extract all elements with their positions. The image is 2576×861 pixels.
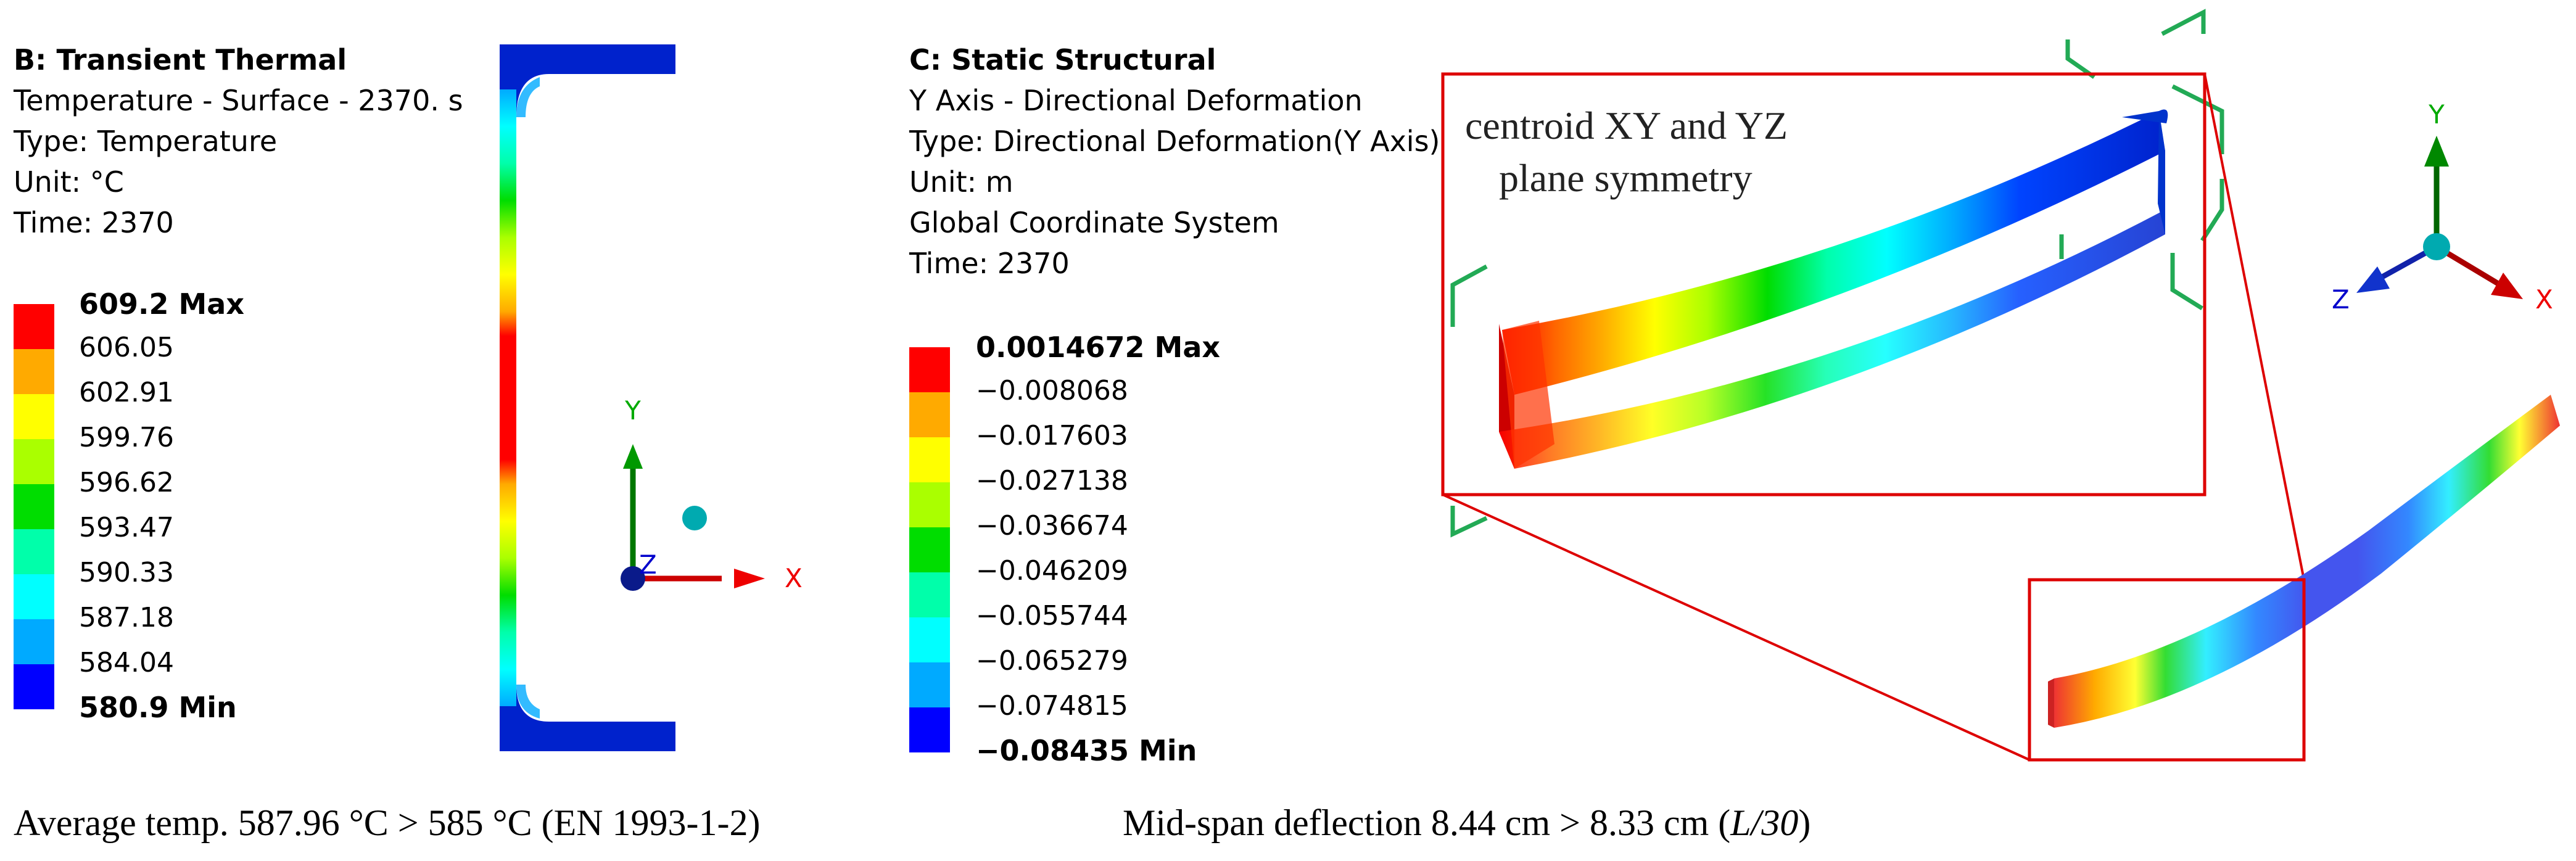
thermal-legend-swatch [14, 304, 54, 349]
thermal-legend-swatch [14, 349, 54, 394]
thermal-legend-value: 584.04 [79, 647, 174, 678]
structural-legend-value: −0.036674 [976, 510, 1128, 542]
structural-line-4: Global Coordinate System [909, 206, 1279, 239]
structural-beam-view: centroid XY and YZ plane symmetry [1441, 9, 2560, 762]
structural-legend-swatch [909, 437, 950, 482]
z-arrow-icon [2356, 266, 2390, 293]
zoomed-beam [1499, 109, 2168, 469]
structural-legend-swatch [909, 572, 950, 617]
structural-legend-value: −0.027138 [976, 465, 1128, 496]
thermal-line-3: Unit: °C [14, 165, 124, 199]
thermal-legend-value: 590.33 [79, 557, 174, 588]
y-arrow-icon [623, 444, 643, 469]
thermal-legend-swatch [14, 664, 54, 709]
thermal-legend-value: 606.05 [79, 332, 174, 363]
triad-x-label: X [2535, 284, 2553, 315]
structural-legend-max: 0.0014672 Max [976, 331, 1221, 364]
thermal-legend-min: 580.9 Min [79, 691, 237, 724]
thermal-legend-value: 593.47 [79, 512, 174, 543]
structural-legend-value: −0.055744 [976, 600, 1128, 632]
thermal-legend-value: 599.76 [79, 422, 174, 453]
structural-line-1: Y Axis - Directional Deformation [909, 84, 1363, 117]
selection-frame [2028, 578, 2306, 762]
origin-sphere-icon [682, 506, 707, 530]
caption-midspan-deflection: Mid-span deflection 8.44 cm > 8.33 cm (L… [1123, 802, 1810, 844]
channel-section-view [500, 44, 675, 751]
structural-line-5: Time: 2370 [909, 247, 1070, 280]
caption-deflection-limit: L/30 [1730, 802, 1799, 843]
full-beam [2048, 395, 2560, 728]
origin-sphere-icon [2423, 233, 2450, 260]
thermal-legend-value: 602.91 [79, 377, 174, 408]
triad-z-label: Z [639, 550, 657, 580]
thermal-legend-swatch [14, 529, 54, 574]
structural-legend-value: −0.046209 [976, 555, 1128, 587]
symmetry-plane-markers [1450, 9, 2224, 538]
caption-deflection-main: Mid-span deflection 8.44 cm > 8.33 cm ( [1123, 802, 1731, 843]
thermal-coordinate-triad: Y X Z [621, 395, 803, 593]
symmetry-note-line-1: centroid XY and YZ [1465, 104, 1788, 147]
structural-title: C: Static Structural [909, 43, 1216, 76]
structural-legend-swatch [909, 527, 950, 572]
x-arrow-icon [2491, 273, 2523, 299]
structural-line-3: Unit: m [909, 165, 1013, 199]
caption-average-temp: Average temp. 587.96 °C > 585 °C (EN 199… [14, 802, 761, 843]
thermal-line-1: Temperature - Surface - 2370. s [14, 84, 463, 117]
thermal-legend-swatch [14, 484, 54, 529]
caption-deflection-end: ) [1798, 802, 1811, 843]
structural-line-2: Type: Directional Deformation(Y Axis) [909, 125, 1440, 158]
thermal-legend-swatch [14, 439, 54, 484]
y-arrow-icon [2424, 136, 2449, 167]
zoom-frame [1441, 72, 2207, 496]
structural-legend-value: −0.008068 [976, 375, 1128, 406]
symmetry-note-line-2: plane symmetry [1499, 156, 1752, 200]
triad-z-label: Z [2332, 284, 2350, 315]
structural-coordinate-triad: Y X Z [2332, 99, 2553, 315]
thermal-legend-max: 609.2 Max [79, 287, 245, 321]
structural-legend-swatch [909, 662, 950, 707]
thermal-legend-swatch [14, 574, 54, 619]
structural-legend-swatch [909, 392, 950, 437]
structural-legend-value: −0.065279 [976, 645, 1128, 677]
structural-legend-swatch [909, 482, 950, 527]
thermal-line-4: Time: 2370 [14, 206, 174, 239]
structural-legend-swatch [909, 617, 950, 662]
structural-legend-value: −0.017603 [976, 420, 1128, 451]
x-arrow-icon [734, 569, 765, 588]
thermal-legend-value: 596.62 [79, 467, 174, 498]
structural-legend-swatch [909, 707, 950, 752]
thermal-legend-swatch [14, 619, 54, 664]
channel-web-gradient [500, 89, 516, 706]
structural-legend-swatch [909, 347, 950, 392]
structural-legend-value: −0.074815 [976, 690, 1128, 722]
structural-legend-min: −0.08435 Min [976, 734, 1197, 767]
thermal-legend-swatch [14, 394, 54, 439]
triad-y-label: Y [2428, 99, 2445, 130]
triad-x-label: X [785, 563, 803, 593]
triad-y-label: Y [624, 395, 641, 426]
thermal-legend-value: 587.18 [79, 602, 174, 633]
thermal-title: B: Transient Thermal [14, 43, 347, 76]
z-axis-icon [621, 566, 645, 591]
thermal-line-2: Type: Temperature [14, 125, 278, 158]
